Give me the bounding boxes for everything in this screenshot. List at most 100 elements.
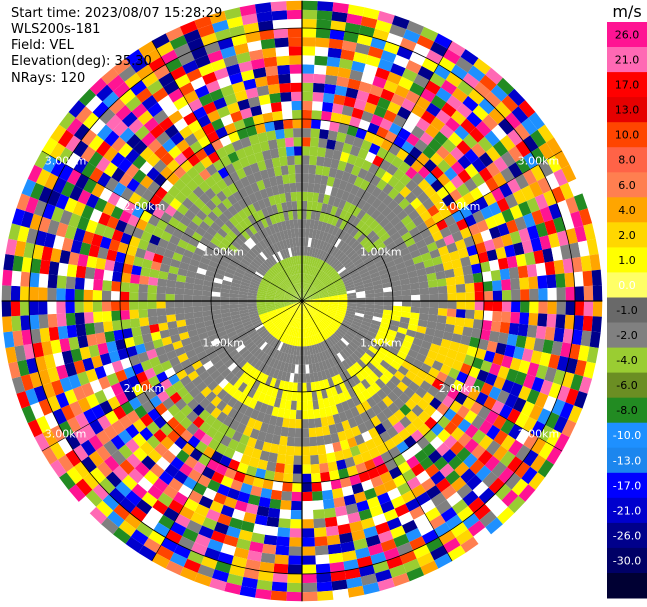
velocity-gate <box>350 165 362 177</box>
velocity-gate <box>374 296 384 301</box>
velocity-gate <box>302 37 316 47</box>
velocity-gate <box>271 279 280 287</box>
velocity-gate <box>143 250 155 261</box>
velocity-gate <box>281 101 292 111</box>
colorbar-swatch <box>607 573 647 599</box>
velocity-gate <box>209 577 227 592</box>
velocity-gate <box>103 424 118 441</box>
velocity-gate <box>338 296 348 300</box>
velocity-gate <box>248 367 258 378</box>
velocity-gate <box>47 395 61 412</box>
velocity-gate <box>423 404 437 417</box>
velocity-gate <box>369 234 380 244</box>
velocity-gate <box>305 309 310 318</box>
velocity-gate <box>478 98 495 115</box>
velocity-gate <box>269 92 282 104</box>
velocity-gate <box>309 436 318 447</box>
velocity-gate <box>295 293 302 301</box>
velocity-gate <box>93 321 105 334</box>
velocity-gate <box>111 449 127 466</box>
velocity-gate <box>260 374 269 385</box>
velocity-gate <box>204 175 217 188</box>
velocity-gate <box>376 227 387 238</box>
velocity-gate <box>239 585 257 598</box>
velocity-gate <box>256 304 266 309</box>
velocity-gate <box>442 261 454 271</box>
velocity-gate <box>339 439 350 451</box>
velocity-gate <box>455 283 466 293</box>
velocity-gate <box>163 248 175 259</box>
velocity-gate <box>11 208 26 226</box>
velocity-gate <box>208 260 219 269</box>
velocity-gate <box>294 428 302 438</box>
velocity-gate <box>397 226 409 237</box>
velocity-gate <box>338 230 347 240</box>
velocity-gate <box>514 123 531 141</box>
velocity-gate <box>546 274 557 289</box>
velocity-gate <box>132 335 144 346</box>
velocity-gate <box>289 55 302 65</box>
velocity-gate <box>286 582 302 593</box>
velocity-gate <box>419 380 432 392</box>
velocity-gate <box>426 320 437 330</box>
velocity-gate <box>450 64 468 81</box>
velocity-gate <box>392 386 404 398</box>
velocity-gate <box>227 205 238 217</box>
velocity-gate <box>235 267 246 276</box>
range-ring-label: 2.00km <box>124 200 166 213</box>
velocity-gate <box>465 301 475 310</box>
velocity-gate <box>568 178 583 197</box>
velocity-gate <box>101 67 119 85</box>
velocity-gate <box>273 264 281 273</box>
velocity-gate <box>357 422 369 434</box>
velocity-gate <box>335 264 345 273</box>
velocity-gate <box>215 346 226 356</box>
velocity-gate <box>210 255 221 264</box>
velocity-gate <box>120 232 133 245</box>
velocity-gate <box>501 279 511 291</box>
velocity-gate <box>149 463 165 478</box>
velocity-gate <box>288 546 302 556</box>
velocity-gate <box>213 492 227 505</box>
velocity-gate <box>319 306 328 311</box>
velocity-gate <box>265 258 274 268</box>
velocity-gate <box>345 312 355 318</box>
velocity-gate <box>302 382 307 392</box>
velocity-gate <box>223 342 234 351</box>
velocity-gate <box>295 283 300 293</box>
velocity-gate <box>431 360 444 372</box>
velocity-gate <box>130 56 149 73</box>
velocity-gate <box>86 255 98 269</box>
velocity-gate <box>546 137 563 156</box>
velocity-gate <box>406 476 421 491</box>
velocity-gate <box>390 360 402 371</box>
velocity-gate <box>21 178 36 197</box>
velocity-gate <box>276 291 285 296</box>
velocity-gate <box>356 500 370 512</box>
velocity-gate <box>229 564 246 577</box>
colorbar-swatch <box>607 372 647 399</box>
velocity-gate <box>286 9 302 20</box>
velocity-gate <box>438 530 456 546</box>
velocity-gate <box>302 292 306 301</box>
velocity-gate <box>217 330 228 338</box>
velocity-gate <box>124 253 135 266</box>
velocity-gate <box>271 315 280 323</box>
velocity-gate <box>104 330 116 343</box>
velocity-gate <box>318 288 327 294</box>
velocity-gate <box>315 258 321 268</box>
velocity-gate <box>249 541 264 553</box>
velocity-gate <box>307 336 312 346</box>
velocity-gate <box>29 301 39 316</box>
velocity-gate <box>161 256 173 266</box>
velocity-gate <box>446 308 457 318</box>
velocity-gate <box>258 310 268 316</box>
velocity-gate <box>117 241 129 254</box>
velocity-gate <box>267 139 278 150</box>
velocity-gate <box>376 178 388 191</box>
velocity-gate <box>328 336 337 346</box>
velocity-gate <box>75 478 93 496</box>
velocity-gate <box>315 563 331 574</box>
velocity-gate <box>158 270 169 280</box>
velocity-gate <box>58 420 74 438</box>
